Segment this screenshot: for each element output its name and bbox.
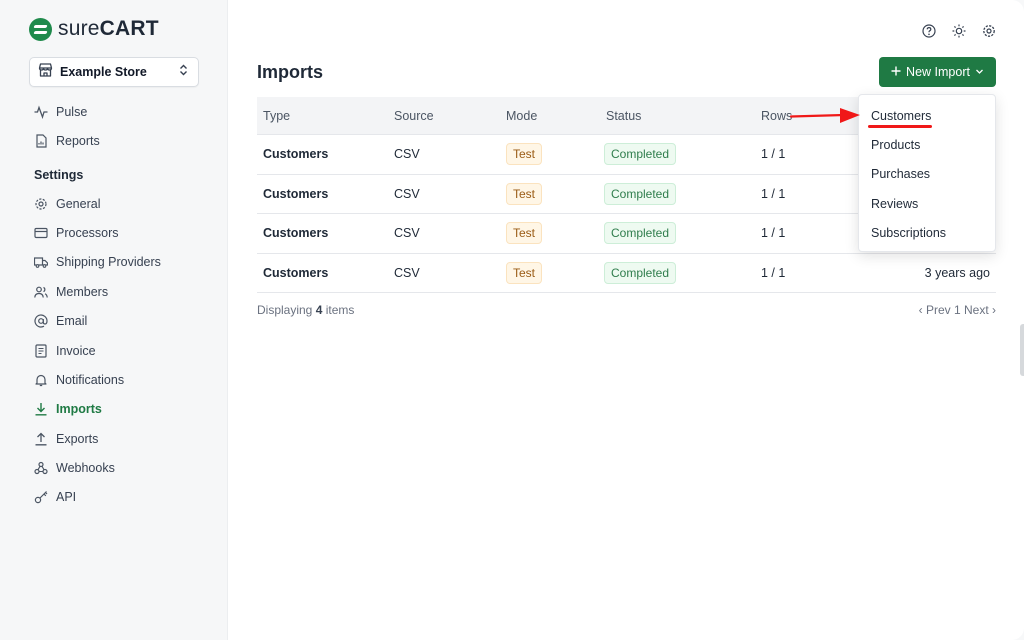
dropdown-item-purchases[interactable]: Purchases — [871, 167, 931, 181]
surecart-logo-icon — [29, 17, 52, 41]
help-icon[interactable] — [922, 24, 936, 38]
sidebar-item-label: Processors — [56, 226, 119, 240]
download-icon — [34, 402, 48, 416]
table-row[interactable]: Customers CSV Test Completed 1 / 1 — [257, 175, 996, 214]
row-source: CSV — [394, 226, 420, 241]
bell-icon — [34, 373, 48, 387]
table-row[interactable]: Customers CSV Test Completed 1 / 1 — [257, 135, 996, 175]
row-type: Customers — [263, 186, 329, 201]
sidebar-item-imports[interactable]: Imports — [34, 399, 102, 419]
dropdown-item-customers[interactable]: Customers — [871, 109, 932, 123]
plus-icon — [891, 65, 901, 79]
table-footer-summary: Displaying 4 items — [257, 303, 355, 317]
header-actions — [922, 24, 996, 38]
sidebar-item-label: Exports — [56, 432, 99, 446]
logo-text: sureCART — [58, 17, 159, 40]
pagination[interactable]: ‹ Prev 1 Next › — [918, 303, 996, 317]
sidebar: sureCART Example Store Pulse Reports Set… — [0, 0, 228, 640]
sidebar-item-label: Email — [56, 314, 88, 328]
column-status[interactable]: Status — [606, 108, 642, 123]
at-sign-icon — [34, 314, 48, 328]
sidebar-item-email[interactable]: Email — [34, 311, 87, 331]
credit-card-icon — [34, 226, 48, 240]
row-type: Customers — [263, 265, 329, 280]
store-name: Example Store — [60, 65, 147, 79]
key-icon — [34, 490, 48, 504]
sidebar-item-invoice[interactable]: Invoice — [34, 341, 96, 361]
store-selector[interactable]: Example Store — [29, 57, 199, 87]
mode-badge: Test — [506, 143, 543, 166]
row-type: Customers — [263, 147, 329, 162]
sun-icon[interactable] — [952, 24, 966, 38]
sidebar-item-pulse[interactable]: Pulse — [34, 102, 87, 122]
upload-icon — [34, 432, 48, 446]
row-source: CSV — [394, 186, 420, 201]
chevron-down-icon — [975, 65, 984, 79]
column-rows[interactable]: Rows — [761, 108, 793, 123]
sidebar-item-processors[interactable]: Processors — [34, 223, 119, 243]
scrollbar-handle[interactable] — [1020, 324, 1024, 376]
row-source: CSV — [394, 265, 420, 280]
sidebar-item-label: Webhooks — [56, 461, 115, 475]
report-icon — [34, 134, 48, 148]
sidebar-item-label: API — [56, 490, 77, 504]
logo[interactable]: sureCART — [29, 17, 159, 41]
row-count: 1 / 1 — [761, 226, 786, 241]
sidebar-item-exports[interactable]: Exports — [34, 429, 98, 449]
status-badge: Completed — [604, 261, 677, 284]
sidebar-item-general[interactable]: General — [34, 194, 100, 214]
mode-badge: Test — [506, 182, 543, 205]
sidebar-item-label: Invoice — [56, 344, 96, 358]
sidebar-item-webhooks[interactable]: Webhooks — [34, 458, 115, 478]
status-badge: Completed — [604, 143, 677, 166]
column-mode[interactable]: Mode — [506, 108, 538, 123]
annotation-arrow-icon — [790, 108, 860, 123]
row-created-time: 3 years ago — [924, 265, 990, 280]
sidebar-item-shipping-providers[interactable]: Shipping Providers — [34, 252, 161, 272]
sidebar-item-notifications[interactable]: Notifications — [34, 370, 124, 390]
column-source[interactable]: Source — [394, 108, 434, 123]
row-count: 1 / 1 — [761, 186, 786, 201]
chevron-up-down-icon — [179, 63, 188, 81]
settings-heading: Settings — [34, 168, 84, 182]
row-source: CSV — [394, 147, 420, 162]
mode-badge: Test — [506, 222, 543, 245]
sidebar-item-api[interactable]: API — [34, 487, 76, 507]
gear-icon — [34, 197, 48, 211]
sidebar-item-label: Shipping Providers — [56, 255, 161, 269]
gear-icon[interactable] — [982, 24, 996, 38]
annotation-underline — [868, 125, 932, 128]
status-badge: Completed — [604, 182, 677, 205]
row-type: Customers — [263, 226, 329, 241]
users-icon — [34, 285, 48, 299]
new-import-label: New Import — [906, 65, 970, 79]
sidebar-item-label: Imports — [56, 402, 102, 416]
page-title: Imports — [257, 62, 324, 82]
webhook-icon — [34, 461, 48, 475]
row-count: 1 / 1 — [761, 265, 786, 280]
new-import-button[interactable]: New Import — [879, 57, 996, 87]
sidebar-item-label: Notifications — [56, 373, 125, 387]
sidebar-item-label: Reports — [56, 134, 100, 148]
sidebar-item-label: Pulse — [56, 105, 88, 119]
truck-icon — [34, 255, 48, 269]
row-count: 1 / 1 — [761, 147, 786, 162]
pulse-icon — [34, 105, 48, 119]
dropdown-item-reviews[interactable]: Reviews — [871, 197, 919, 211]
sidebar-item-label: Members — [56, 285, 109, 299]
status-badge: Completed — [604, 222, 677, 245]
column-type[interactable]: Type — [263, 108, 291, 123]
document-icon — [34, 344, 48, 358]
table-row[interactable]: Customers CSV Test Completed 1 / 1 — [257, 214, 996, 254]
mode-badge: Test — [506, 261, 543, 284]
store-icon — [38, 62, 53, 82]
dropdown-item-products[interactable]: Products — [871, 138, 921, 152]
sidebar-item-reports[interactable]: Reports — [34, 131, 100, 151]
table-row[interactable]: Customers CSV Test Completed 1 / 1 3 yea… — [257, 254, 996, 293]
new-import-dropdown: Customers Products Purchases Reviews Sub… — [858, 94, 996, 252]
sidebar-item-label: General — [56, 197, 101, 211]
dropdown-item-subscriptions[interactable]: Subscriptions — [871, 226, 947, 240]
sidebar-item-members[interactable]: Members — [34, 282, 108, 302]
